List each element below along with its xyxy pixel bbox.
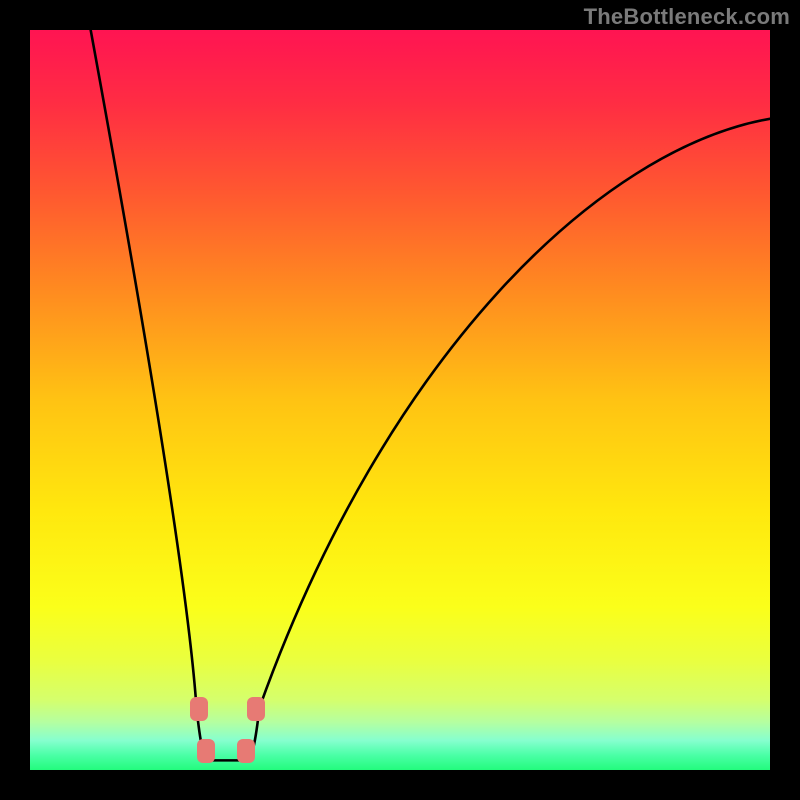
- curve-marker-2: [197, 739, 215, 763]
- curve-marker-3: [237, 739, 255, 763]
- bottleneck-curve: [30, 30, 770, 770]
- curve-marker-4: [247, 697, 265, 721]
- plot-area: [30, 30, 770, 770]
- attribution-text: TheBottleneck.com: [584, 4, 790, 30]
- curve-marker-1: [190, 697, 208, 721]
- chart-frame: TheBottleneck.com: [0, 0, 800, 800]
